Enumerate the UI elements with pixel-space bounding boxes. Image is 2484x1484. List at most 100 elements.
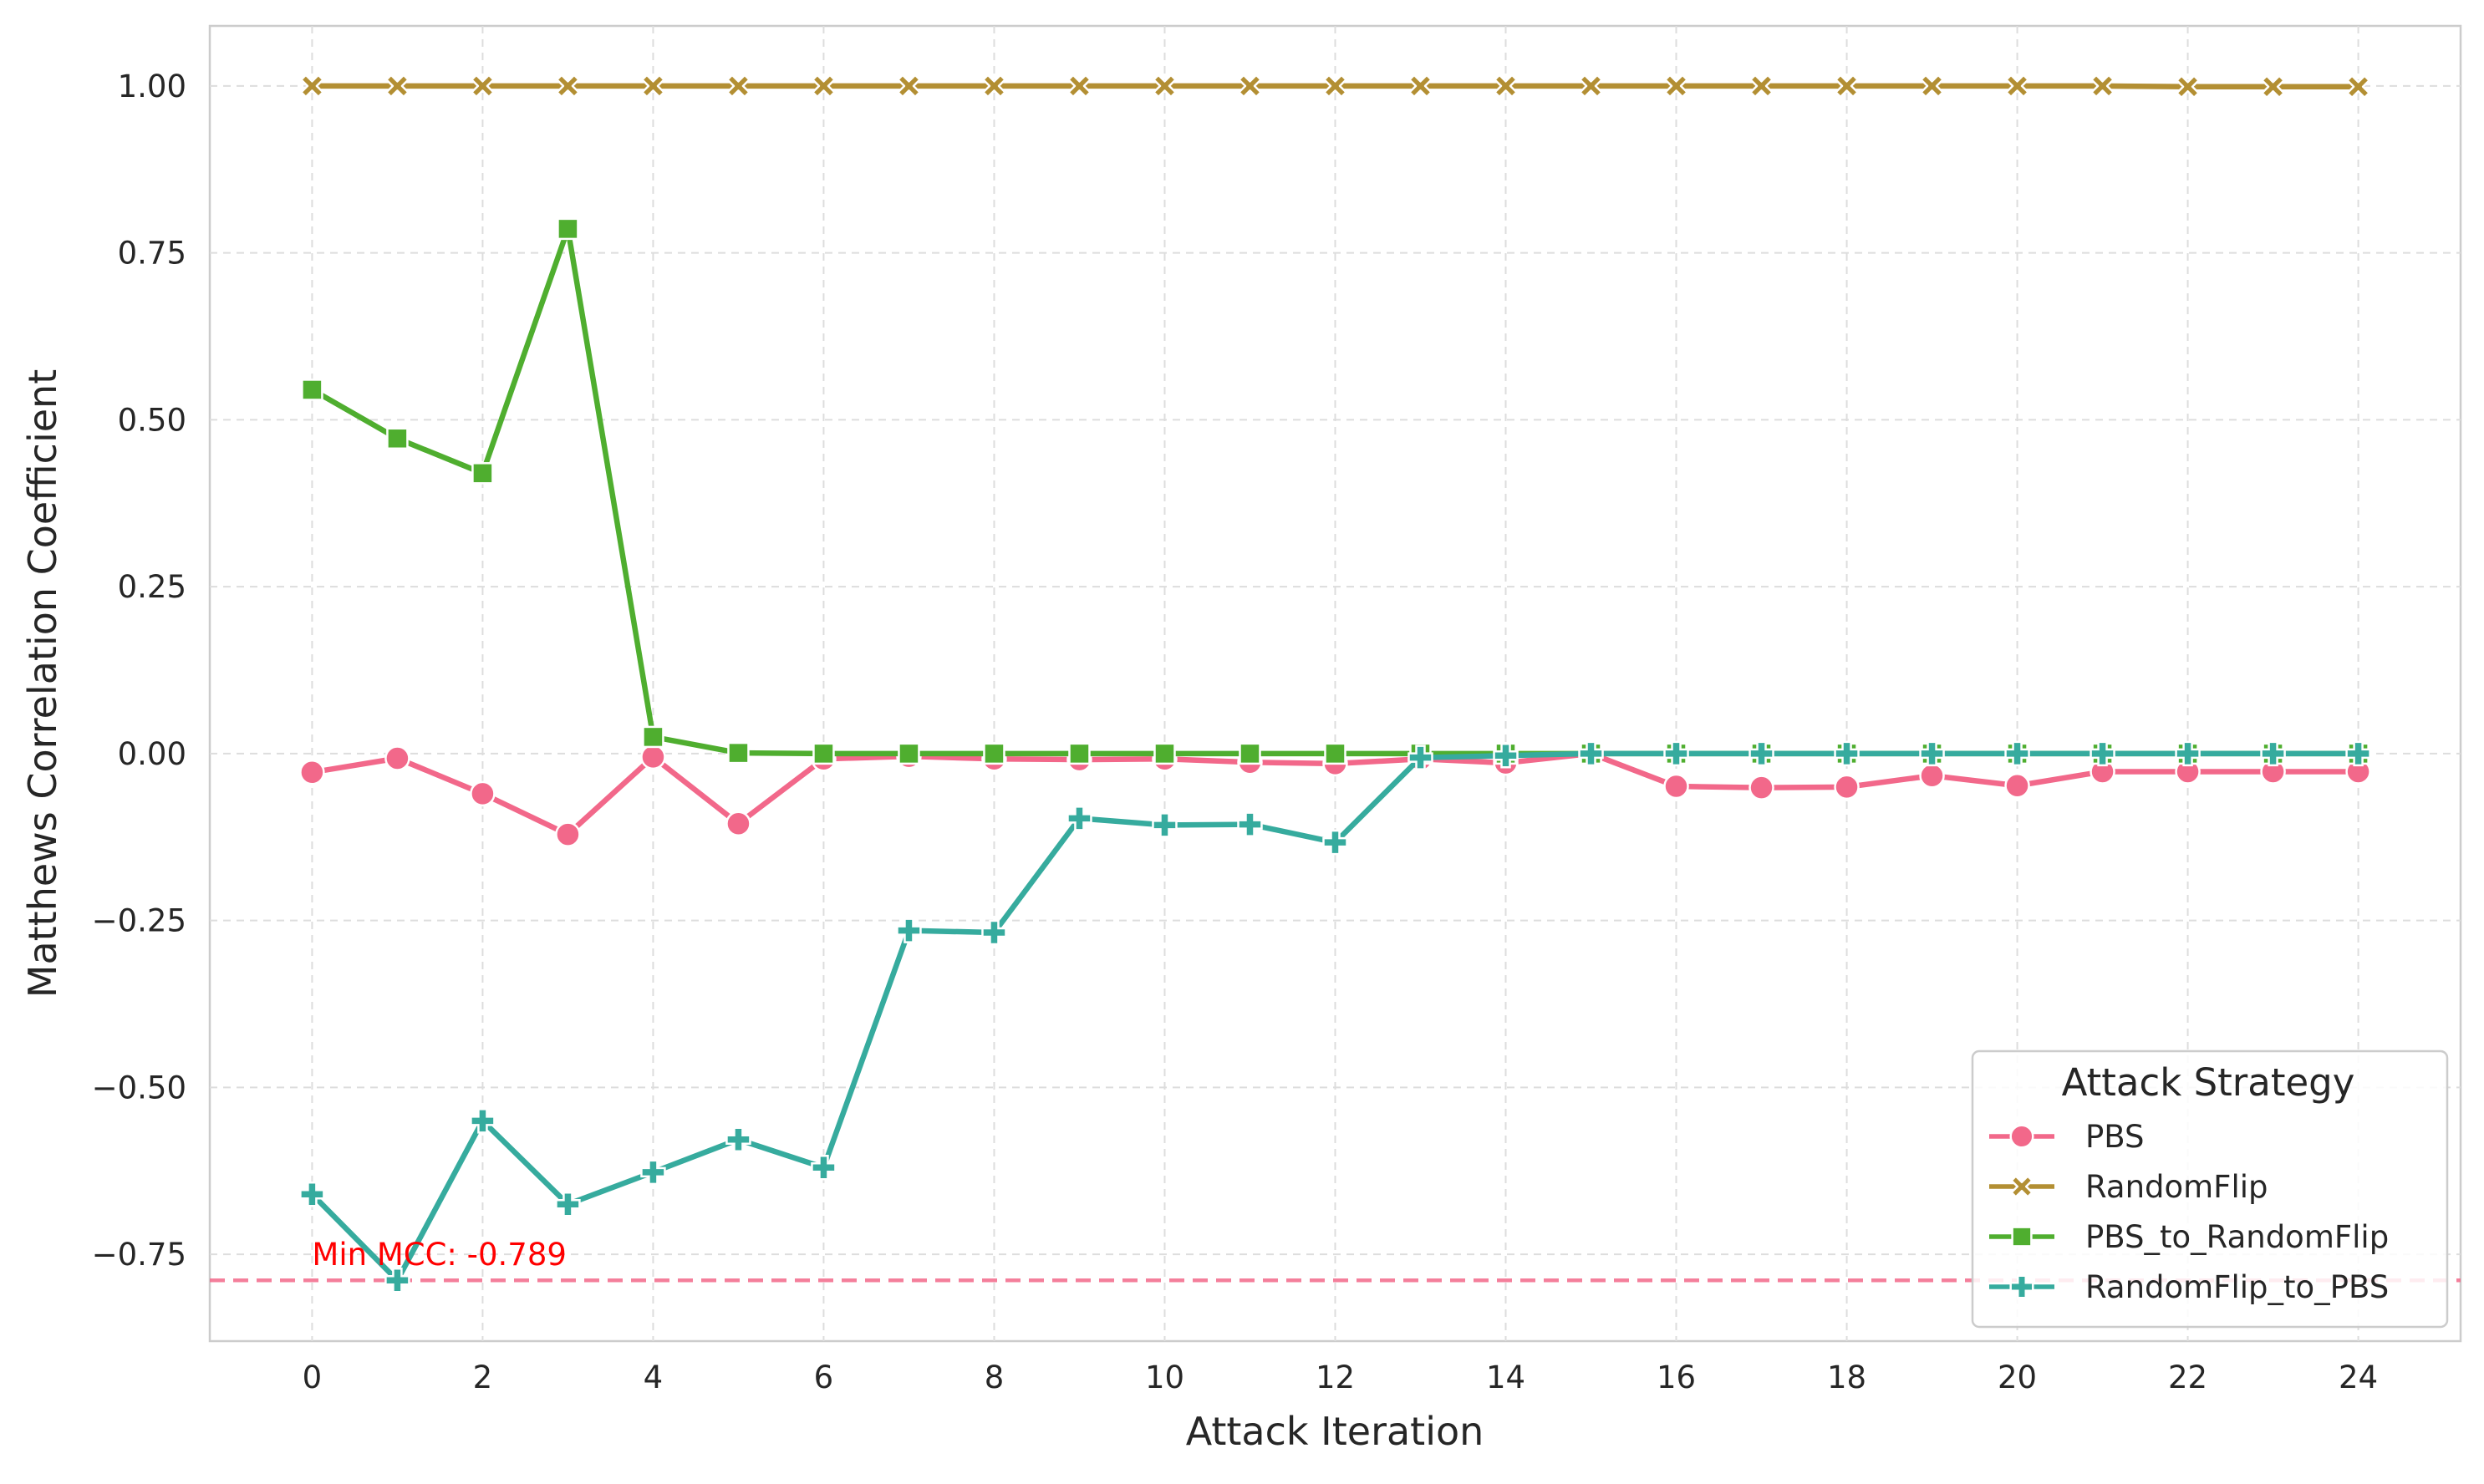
- data-point: [812, 742, 835, 765]
- data-point: [1663, 740, 1689, 767]
- data-point: [1494, 74, 1518, 99]
- data-point: [811, 1155, 837, 1181]
- data-point: [1835, 74, 1859, 99]
- legend-title: Attack Strategy: [2062, 1060, 2355, 1105]
- data-point: [555, 1191, 581, 1217]
- data-point: [1067, 74, 1092, 99]
- x-tick-label: 18: [1827, 1359, 1866, 1395]
- x-tick-label: 10: [1145, 1359, 1184, 1395]
- data-point: [982, 74, 1006, 99]
- data-point: [725, 1126, 751, 1152]
- data-point: [981, 919, 1007, 946]
- y-tick-label: 0.50: [118, 402, 186, 438]
- data-point: [1664, 74, 1688, 99]
- data-point: [2345, 740, 2371, 767]
- series-layer: [299, 74, 2371, 1293]
- data-point: [1919, 740, 1945, 767]
- data-point: [1153, 742, 1176, 765]
- y-tick-label: −0.25: [92, 903, 186, 939]
- y-tick-label: 0.00: [118, 736, 186, 772]
- data-point: [2261, 74, 2285, 99]
- data-point: [1579, 74, 1603, 99]
- data-point: [2004, 772, 2030, 799]
- data-point: [1407, 745, 1433, 770]
- data-point: [2176, 74, 2200, 99]
- legend-label: RandomFlip: [2085, 1169, 2268, 1205]
- data-point: [299, 1181, 325, 1207]
- legend: Attack Strategy PBS RandomFlip PBS_to_Rand…: [1971, 1049, 2449, 1329]
- legend-label: PBS: [2085, 1119, 2145, 1155]
- legend-marker: [2009, 1274, 2034, 1299]
- data-point: [1493, 743, 1519, 769]
- y-tick-label: 0.25: [118, 569, 186, 605]
- x-tick-label: 0: [303, 1359, 323, 1395]
- data-point: [1408, 74, 1433, 99]
- min-mcc-annotation: Min MCC: -0.789: [312, 1237, 567, 1273]
- y-axis-label: Matthews Correlation Coefficient: [20, 369, 65, 999]
- data-point: [725, 811, 751, 837]
- x-tick-label: 22: [2168, 1359, 2207, 1395]
- data-point: [2090, 74, 2115, 99]
- data-point: [1237, 811, 1263, 837]
- data-point: [1663, 773, 1689, 800]
- data-point: [896, 917, 922, 943]
- x-tick-label: 16: [1657, 1359, 1696, 1395]
- legend-items: PBS RandomFlip PBS_to_RandomFlip RandomFlip…: [1989, 1119, 2389, 1305]
- legend-label: RandomFlip_to_PBS: [2085, 1269, 2389, 1305]
- legend-marker: [2009, 1124, 2034, 1149]
- data-point: [1066, 806, 1092, 831]
- x-tick-label: 6: [814, 1359, 834, 1395]
- y-tick-label: 0.75: [118, 236, 186, 272]
- data-point: [471, 74, 495, 99]
- data-point: [300, 74, 324, 99]
- data-point: [385, 74, 410, 99]
- data-point: [2260, 740, 2286, 767]
- data-point: [1322, 829, 1348, 856]
- data-point: [1323, 74, 1347, 99]
- data-point: [1749, 74, 1774, 99]
- data-point: [301, 379, 323, 401]
- data-point: [470, 780, 496, 807]
- data-point: [1152, 812, 1178, 838]
- data-point: [1834, 740, 1860, 767]
- data-point: [1578, 740, 1604, 767]
- data-point: [898, 742, 920, 765]
- data-point: [983, 742, 1005, 765]
- x-tick-label: 20: [1998, 1359, 2037, 1395]
- data-point: [2346, 74, 2370, 99]
- y-tick-label: −0.75: [92, 1237, 186, 1273]
- data-point: [640, 744, 666, 770]
- series-RandomFlip_to_PBS: [299, 740, 2371, 1293]
- x-tick-label: 8: [985, 1359, 1005, 1395]
- data-point: [384, 1268, 410, 1293]
- axis-layer: 0 2 4 6 8 10 12 14 16 18 20 22 241.000.750.500.250.0…: [92, 69, 2379, 1395]
- data-point: [2004, 740, 2030, 767]
- data-point: [2175, 740, 2201, 767]
- data-point: [2090, 740, 2115, 767]
- data-point: [642, 725, 664, 749]
- data-point: [2005, 74, 2029, 99]
- series-RandomFlip: [300, 74, 2370, 99]
- data-point: [1324, 742, 1346, 765]
- data-point: [299, 760, 325, 785]
- data-point: [641, 74, 665, 99]
- x-tick-label: 14: [1486, 1359, 1525, 1395]
- data-point: [1834, 774, 1860, 800]
- data-point: [557, 217, 579, 241]
- x-axis-label: Attack Iteration: [1186, 1409, 1484, 1454]
- data-point: [470, 1108, 496, 1134]
- data-point: [1748, 740, 1774, 767]
- data-point: [1153, 74, 1177, 99]
- legend-marker: [2011, 1226, 2033, 1248]
- data-point: [727, 741, 750, 765]
- y-tick-label: 1.00: [118, 69, 186, 104]
- x-tick-label: 2: [473, 1359, 493, 1395]
- data-point: [1920, 74, 1944, 99]
- data-point: [555, 821, 581, 847]
- legend-box: [1971, 1049, 2449, 1329]
- data-point: [640, 1159, 666, 1186]
- legend-marker: [2010, 1175, 2034, 1198]
- data-point: [1238, 74, 1262, 99]
